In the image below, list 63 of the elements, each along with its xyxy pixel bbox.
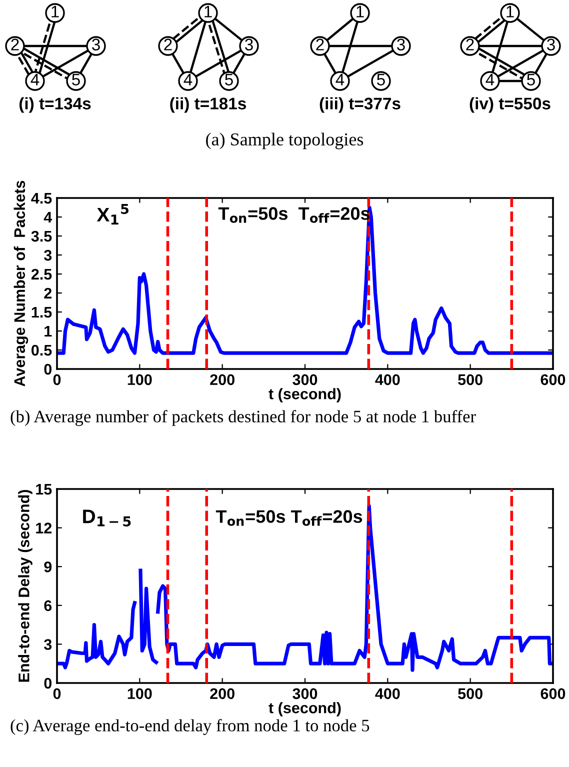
y-axis-title: End-to-end Delay (second) — [18, 490, 32, 682]
text: (a) Sample topologies — [206, 132, 364, 150]
text: 3 — [245, 38, 253, 50]
x-axis-title: t (second) — [268, 702, 341, 716]
y-tick-label: 4 — [44, 212, 52, 223]
annotation: X$_{1}$$^{5}$ — [96, 204, 129, 225]
text: 3 — [547, 38, 555, 50]
y-tick-label: 3.5 — [31, 230, 52, 242]
y-tick-label: 3 — [44, 250, 52, 261]
y-axis-title: Average Number of Packets — [14, 180, 28, 386]
y-tick-label: 2 — [44, 288, 52, 299]
text: 5 — [225, 74, 233, 86]
text: (iv) t=550s — [470, 97, 550, 113]
text: 5 — [377, 74, 385, 86]
y-tick-label: 15 — [36, 484, 52, 495]
x-tick-label: 100 — [128, 688, 152, 700]
x-tick-label: 500 — [458, 374, 482, 386]
y-tick-label: 0.5 — [32, 344, 52, 356]
text: 3 — [92, 38, 100, 50]
x-tick-label: 200 — [210, 374, 234, 386]
x-tick-label: 400 — [375, 688, 400, 700]
x-tick-label: 300 — [292, 374, 318, 386]
y-tick-label: 0 — [44, 364, 52, 375]
text: (ii) t=181s — [170, 97, 246, 113]
text: (c) Average end-to-end delay from node 1 to node 5 — [10, 719, 370, 735]
y-tick-label: 1.5 — [32, 307, 52, 318]
line-series — [57, 206, 553, 355]
y-tick-label: 4.5 — [31, 193, 52, 204]
text: 4 — [184, 74, 192, 86]
text: (b) Average number of packets destined for node 5 at node 1 buffer — [10, 410, 476, 426]
text: 2 — [316, 38, 324, 50]
x-tick-label: 600 — [540, 688, 566, 700]
y-tick-label: 0 — [44, 678, 52, 689]
text: (i) t=134s — [19, 97, 91, 113]
y-tick-label: 2.5 — [31, 268, 52, 280]
text: 1 — [506, 6, 514, 18]
x-tick-label: 600 — [540, 374, 566, 386]
x-tick-label: 100 — [128, 374, 152, 386]
text: 4 — [336, 74, 344, 86]
text: 5 — [527, 74, 535, 86]
x-tick-label: 400 — [375, 374, 400, 386]
text: 1 — [204, 6, 212, 18]
y-tick-label: 1 — [44, 326, 52, 337]
text: 5 — [72, 74, 80, 86]
text: 4 — [486, 74, 494, 86]
y-tick-label: 9 — [44, 561, 52, 572]
y-tick-label: 3 — [44, 639, 52, 650]
text: (iii) t=377s — [320, 97, 400, 113]
y-tick-label: 12 — [36, 522, 52, 534]
text: 2 — [466, 38, 474, 50]
text: 1 — [356, 6, 364, 18]
text: 2 — [11, 38, 19, 50]
text: 2 — [164, 38, 172, 50]
x-tick-label: 300 — [292, 688, 318, 700]
x-axis-title: t (second) — [268, 388, 341, 402]
x-tick-label: 500 — [458, 688, 482, 700]
x-tick-label: 200 — [210, 688, 234, 700]
x-tick-label: 0 — [53, 374, 61, 386]
annotation: T$_{on}$=50s T$_{off}$=20s — [216, 510, 362, 526]
annotation: D$_{1−5}$ — [83, 510, 131, 526]
x-tick-label: 0 — [53, 688, 61, 700]
text: 3 — [397, 38, 405, 50]
y-tick-label: 6 — [44, 600, 52, 612]
